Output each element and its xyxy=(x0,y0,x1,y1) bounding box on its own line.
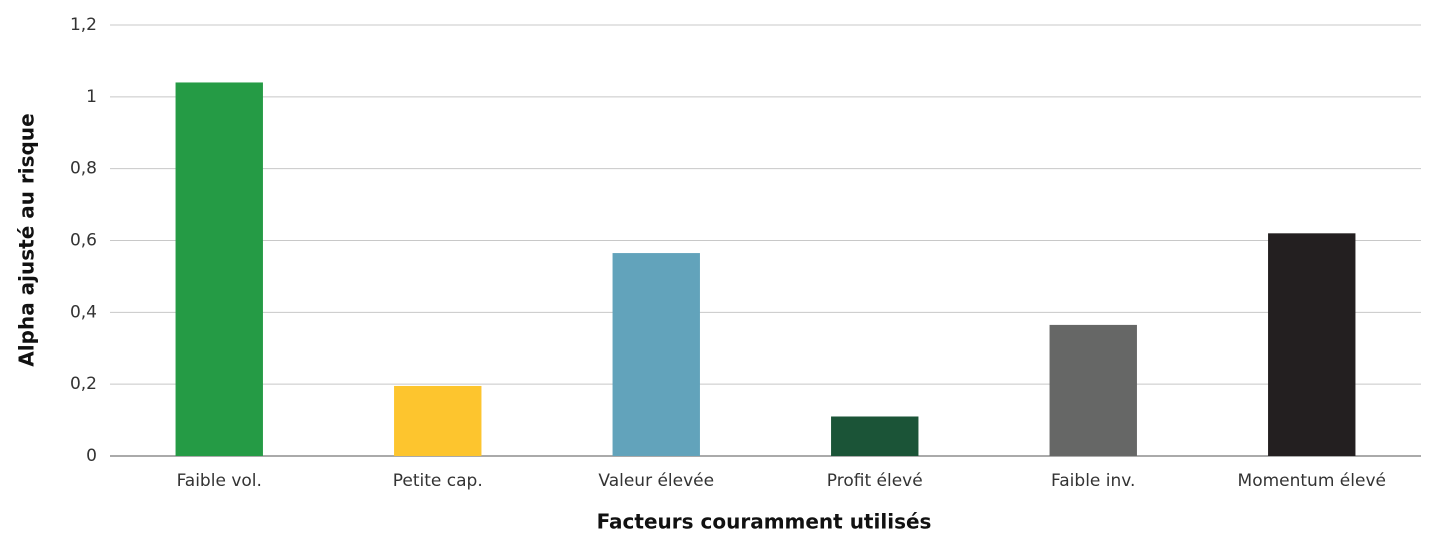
bar xyxy=(1268,233,1356,456)
x-tick-label: Valeur élevée xyxy=(598,471,714,491)
y-tick-label: 0 xyxy=(86,446,97,466)
x-tick-label: Petite cap. xyxy=(393,471,483,491)
y-tick-label: 0,4 xyxy=(70,302,97,322)
bar xyxy=(394,385,482,456)
x-tick-label: Momentum élevé xyxy=(1238,471,1386,491)
x-tick-label: Profit élevé xyxy=(827,471,923,491)
bar xyxy=(1049,324,1137,456)
y-tick-label: 0,6 xyxy=(70,231,97,251)
y-axis-label: Alpha ajusté au risque xyxy=(15,113,39,366)
y-tick-label: 0,8 xyxy=(70,159,97,179)
x-tick-label: Faible inv. xyxy=(1051,471,1135,491)
bar xyxy=(831,416,919,456)
y-tick-label: 0,2 xyxy=(70,374,97,394)
bar xyxy=(612,253,700,456)
bar xyxy=(175,82,263,456)
y-tick-label: 1 xyxy=(86,87,97,107)
x-tick-label: Faible vol. xyxy=(177,471,262,491)
y-tick-label: 1,2 xyxy=(70,15,97,35)
x-axis-label: Facteurs couramment utilisés xyxy=(597,510,932,534)
